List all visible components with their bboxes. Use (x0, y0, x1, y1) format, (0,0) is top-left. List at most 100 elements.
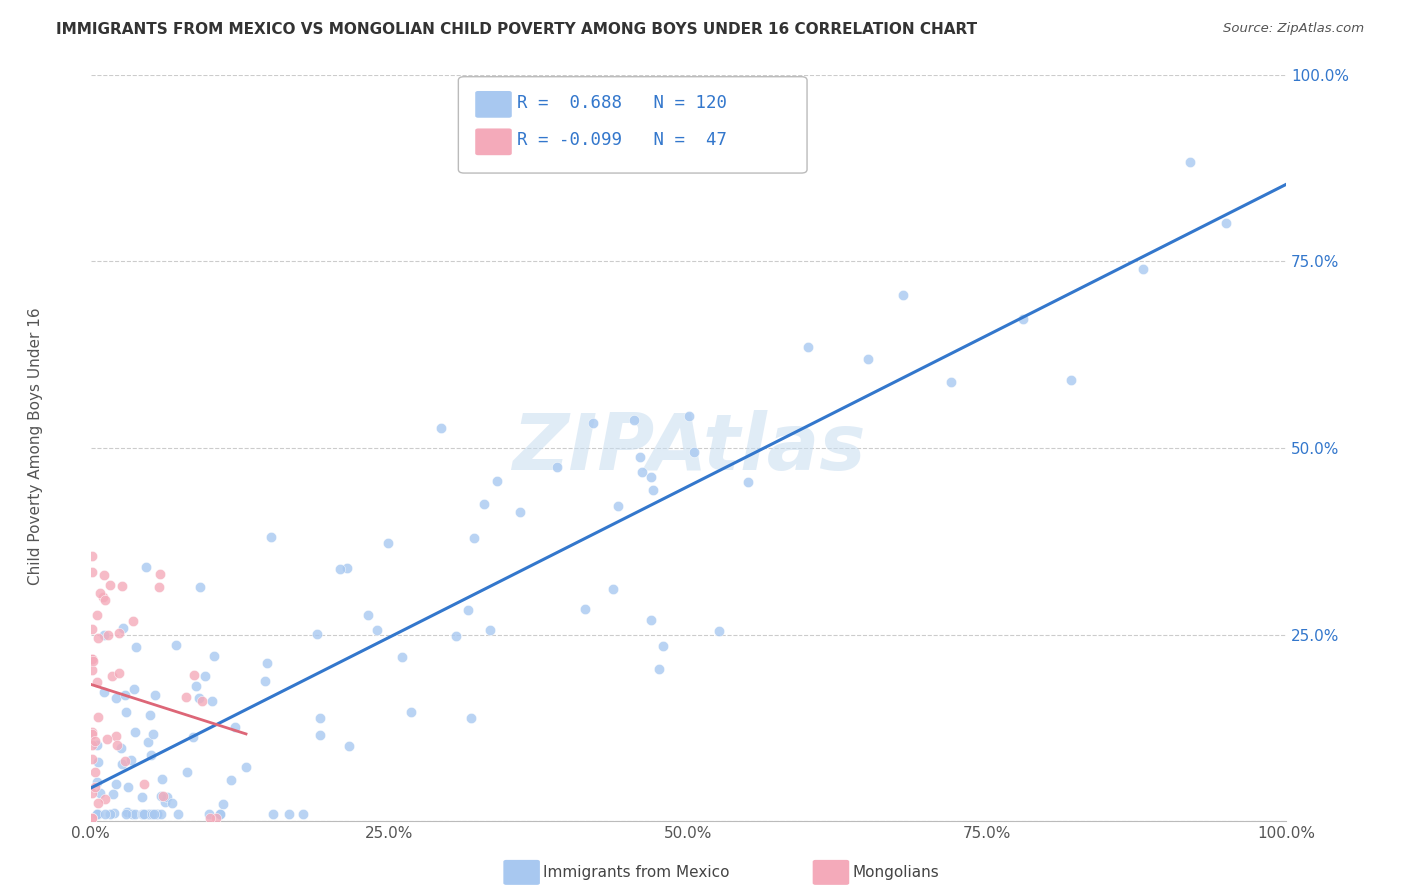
Point (105, 729, 128, 743)
Point (80, 811, 103, 825)
Point (94, 791, 117, 805)
Point (641, 483, 664, 497)
Point (190, 580, 212, 594)
Point (120, 754, 142, 768)
Point (678, 409, 700, 423)
Point (96, 732, 118, 747)
Point (152, 789, 174, 804)
Point (89, 585, 111, 599)
Point (457, 603, 479, 617)
Point (82, 752, 104, 766)
Point (93, 628, 115, 642)
Point (941, 375, 963, 389)
Point (149, 566, 172, 581)
Point (647, 662, 669, 676)
Point (86, 774, 108, 789)
Point (107, 666, 129, 681)
Point (122, 614, 145, 628)
Point (309, 728, 332, 742)
Point (150, 772, 173, 786)
Text: ZIPAtlas: ZIPAtlas (512, 410, 865, 486)
Point (80, 549, 103, 564)
Point (150, 789, 173, 804)
Point (136, 734, 159, 748)
Point (429, 421, 451, 435)
Point (80, 622, 103, 636)
Point (132, 807, 155, 822)
Point (101, 669, 124, 683)
Point (707, 624, 730, 639)
Point (104, 777, 127, 791)
Text: R = -0.099   N =  47: R = -0.099 N = 47 (517, 131, 727, 149)
Point (337, 739, 360, 753)
Point (212, 797, 235, 812)
Point (292, 807, 315, 822)
Text: IMMIGRANTS FROM MEXICO VS MONGOLIAN CHILD POVERTY AMONG BOYS UNDER 16 CORRELATIO: IMMIGRANTS FROM MEXICO VS MONGOLIAN CHIL… (56, 22, 977, 37)
Point (86, 807, 108, 822)
Point (1132, 261, 1154, 276)
Point (262, 807, 284, 822)
Point (581, 416, 603, 430)
Point (105, 738, 128, 752)
Point (87, 807, 110, 822)
Point (357, 607, 380, 622)
Point (80, 565, 103, 579)
Point (110, 756, 132, 771)
Point (93, 567, 115, 582)
Point (546, 460, 568, 475)
Point (160, 796, 183, 810)
Point (166, 638, 188, 652)
Point (115, 807, 138, 822)
Point (117, 780, 139, 795)
Point (253, 674, 276, 689)
Point (607, 499, 630, 513)
Point (640, 613, 662, 627)
Point (602, 582, 624, 596)
Point (103, 805, 125, 820)
Point (186, 679, 208, 693)
Point (84, 780, 107, 794)
Point (256, 656, 278, 670)
Point (139, 708, 162, 723)
Point (134, 777, 156, 791)
Point (188, 690, 211, 705)
Point (623, 413, 645, 427)
Point (278, 807, 301, 822)
Point (146, 807, 169, 822)
Point (183, 668, 205, 682)
Point (82, 727, 104, 741)
Point (83, 764, 105, 779)
Point (115, 805, 138, 820)
Point (112, 621, 135, 635)
Point (136, 807, 159, 822)
Point (193, 669, 215, 683)
Point (167, 807, 190, 822)
Point (80, 663, 103, 677)
Point (204, 811, 226, 825)
Point (224, 720, 246, 734)
Point (631, 465, 654, 479)
Point (479, 623, 502, 637)
Point (105, 690, 128, 705)
Point (89, 786, 111, 800)
Point (153, 795, 176, 809)
Point (174, 690, 197, 704)
Point (176, 765, 198, 780)
Point (208, 807, 231, 822)
Point (201, 694, 224, 708)
Point (399, 705, 422, 719)
Point (209, 807, 232, 822)
Point (135, 560, 157, 574)
Point (202, 648, 225, 663)
Point (146, 807, 169, 822)
Point (93, 593, 115, 607)
Point (235, 760, 257, 774)
Point (82, 654, 104, 668)
Point (1180, 154, 1202, 169)
Point (574, 602, 596, 616)
Point (463, 531, 485, 545)
Point (797, 341, 820, 355)
Point (86, 807, 108, 822)
Point (143, 688, 166, 702)
Point (86, 607, 108, 622)
